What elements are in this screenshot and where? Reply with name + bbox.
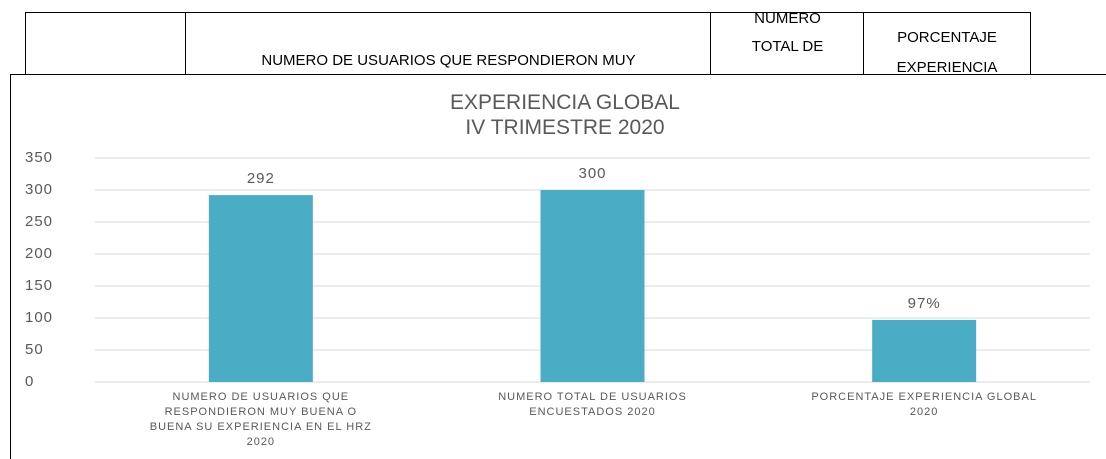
x-tick-label: NUMERO TOTAL DE USUARIOS ENCUESTADOS 202… — [498, 391, 687, 418]
data-label: 97% — [908, 295, 941, 312]
y-tick-label: 250 — [25, 213, 53, 230]
x-tick-label: NUMERO DE USUARIOS QUE RESPONDIERON MUY … — [149, 391, 372, 448]
header-text: NUMERO TOTAL DE — [751, 12, 824, 55]
bar — [540, 190, 645, 382]
y-tick-label: 350 — [25, 149, 53, 166]
bar — [208, 195, 313, 382]
y-tick-label: 0 — [25, 373, 34, 390]
header-text: PORCENTAJE EXPERIENCIA — [896, 29, 998, 76]
x-tick-label: PORCENTAJE EXPERIENCIA GLOBAL 2020 — [811, 391, 1037, 418]
bar — [872, 319, 977, 382]
y-tick-label: 100 — [25, 309, 53, 326]
y-tick-label: 200 — [25, 245, 53, 262]
data-label: 300 — [578, 165, 606, 182]
chart-title: EXPERIENCIA GLOBAL IV TRIMESTRE 2020 — [450, 91, 680, 139]
header-text: NUMERO DE USUARIOS QUE RESPONDIERON MUY — [261, 52, 636, 69]
y-tick-label: 300 — [25, 181, 53, 198]
y-tick-label: 50 — [25, 341, 44, 358]
data-label: 292 — [247, 170, 275, 187]
y-tick-label: 150 — [25, 277, 53, 294]
